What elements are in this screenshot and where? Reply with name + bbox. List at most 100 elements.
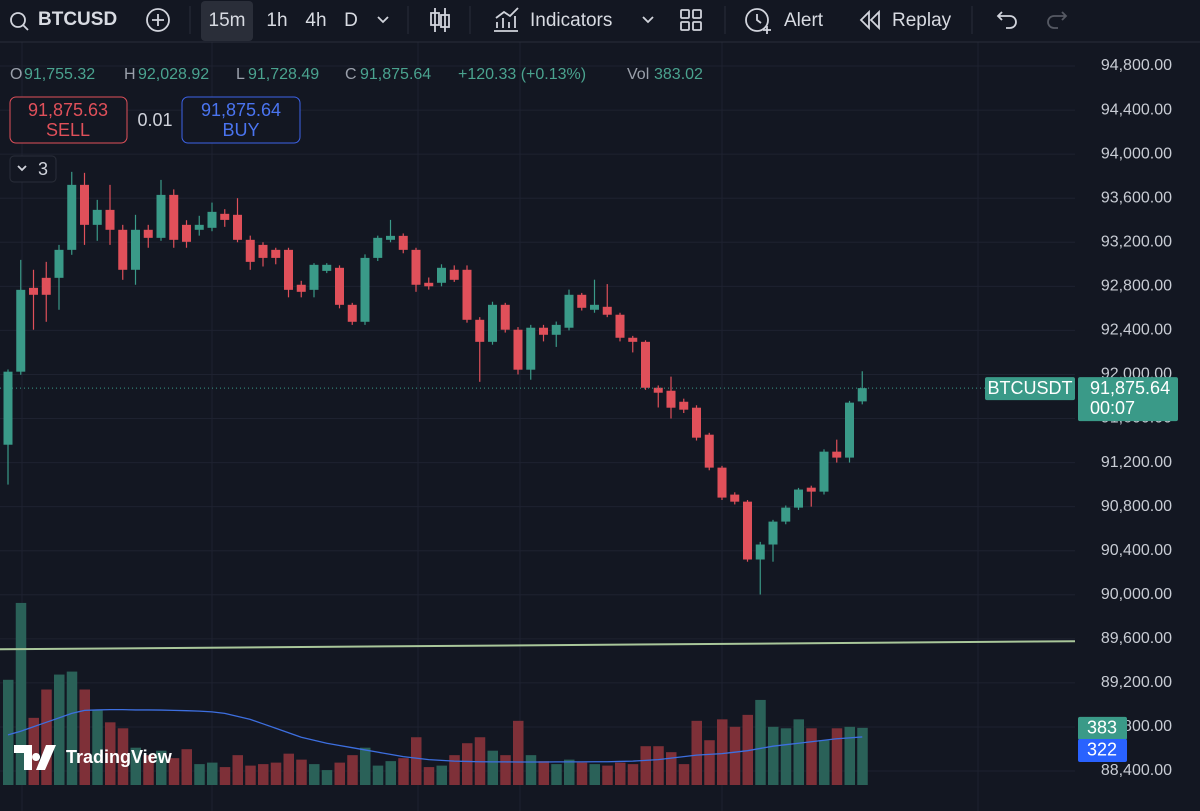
interval[interactable]: 1h — [266, 10, 287, 31]
interval-menu[interactable] — [377, 16, 389, 24]
volume-bar — [768, 726, 779, 785]
volume-bar — [717, 719, 728, 785]
candle-body — [628, 337, 638, 342]
interval[interactable]: 4h — [305, 10, 326, 31]
volume-bar — [143, 755, 154, 785]
alert-icon[interactable] — [745, 8, 769, 32]
y-tick-label: 93,200.00 — [1101, 233, 1172, 250]
interval[interactable]: D — [344, 10, 358, 31]
toolbar: BTCUSD 15m 1h 4h D Indicators Alert Repl… — [0, 0, 1200, 43]
sell-button[interactable] — [9, 96, 128, 144]
volume-bar — [207, 762, 218, 785]
volume-bar — [487, 750, 498, 785]
volume-prefix: Vol — [627, 66, 649, 83]
candle-body — [347, 304, 357, 322]
redo[interactable] — [1047, 11, 1068, 29]
volume-bar — [704, 740, 715, 785]
replay[interactable]: Replay — [892, 10, 952, 31]
ohlc-legend: O 91,755.32 H 92,028.92 L 91,728.49 C 91… — [10, 66, 703, 83]
volume-bar — [844, 726, 855, 785]
volume-bar — [283, 753, 294, 785]
chart-type-icon[interactable] — [434, 8, 446, 32]
candle-body — [296, 284, 306, 292]
volume-bar — [219, 767, 231, 785]
volume-bar — [602, 765, 613, 785]
volume-bar — [729, 726, 741, 785]
candle-body — [322, 264, 332, 271]
search-icon[interactable] — [10, 12, 26, 28]
chart-type-icon-body — [430, 12, 440, 26]
symbol[interactable]: BTCUSD — [38, 9, 117, 30]
y-tick-label: 93,600.00 — [1101, 189, 1172, 206]
candle-body — [602, 306, 612, 315]
volume-bar — [436, 765, 447, 785]
interval[interactable]: 15m — [209, 10, 246, 31]
indicators-menu[interactable] — [642, 16, 654, 24]
candle-body — [794, 489, 803, 508]
candle-body — [551, 324, 561, 335]
volume-bar — [678, 764, 690, 785]
candle-body — [386, 235, 395, 240]
open-prefix: O — [10, 66, 22, 83]
candle-body — [398, 235, 408, 250]
y-tick-label: 92,800.00 — [1101, 278, 1172, 295]
high-prefix: H — [124, 66, 136, 83]
undo[interactable] — [996, 11, 1017, 29]
candle-body — [590, 304, 599, 310]
candle-body — [679, 401, 689, 410]
chart-type-icon-body — [440, 14, 450, 28]
indicators[interactable]: Indicators — [530, 10, 612, 31]
toolbar-bg — [0, 0, 1200, 42]
alert[interactable]: Alert — [784, 10, 824, 31]
y-tick-label: 94,000.00 — [1101, 145, 1172, 162]
candle-body — [80, 184, 89, 225]
candle-body — [845, 402, 854, 458]
candle-body — [118, 229, 128, 270]
plot — [0, 65, 1076, 785]
layout-icon — [680, 21, 690, 31]
candle-body — [717, 467, 727, 498]
candle-body — [819, 451, 829, 492]
candle-body — [653, 387, 663, 393]
layout-icon[interactable] — [680, 9, 690, 19]
buy-button[interactable] — [181, 96, 301, 144]
volume-bar — [334, 762, 345, 785]
alert-icon-detail — [756, 14, 771, 34]
candle-body — [105, 209, 115, 230]
candle-body — [220, 213, 230, 220]
volume-bar — [615, 762, 626, 785]
replay-icon[interactable] — [859, 9, 880, 31]
candle-body — [832, 451, 842, 458]
volume-bar — [462, 743, 473, 785]
volume-bar — [372, 765, 384, 785]
volume-bar — [831, 728, 843, 785]
symbol-label: BTCUSDT — [988, 378, 1073, 398]
candle-body — [730, 494, 740, 502]
candle-body — [424, 282, 434, 287]
add-symbol[interactable] — [146, 8, 170, 32]
candle-body — [641, 341, 650, 388]
candle-body — [449, 269, 459, 280]
candle-body — [564, 294, 574, 328]
volume-bar — [449, 755, 460, 785]
volume-bar — [168, 758, 180, 785]
volume-bar — [79, 689, 90, 785]
interval-active[interactable] — [201, 1, 253, 41]
volume-bar — [564, 759, 575, 785]
candle-body — [156, 194, 166, 238]
candle-body — [29, 287, 38, 295]
indicator-badge[interactable] — [9, 155, 57, 183]
candle-body — [513, 329, 523, 370]
volume-bar — [627, 764, 639, 785]
symbol-label-bg — [985, 377, 1075, 401]
search-icon-handle — [22, 24, 29, 31]
volume-bar — [194, 764, 205, 785]
indicators-icon[interactable] — [494, 7, 519, 32]
low-prefix: L — [236, 66, 245, 83]
volume-bar — [589, 764, 600, 785]
candle-body — [182, 224, 191, 242]
volume-bar — [105, 722, 116, 785]
watermark: TradingView — [14, 745, 173, 770]
candle-body — [16, 289, 26, 372]
